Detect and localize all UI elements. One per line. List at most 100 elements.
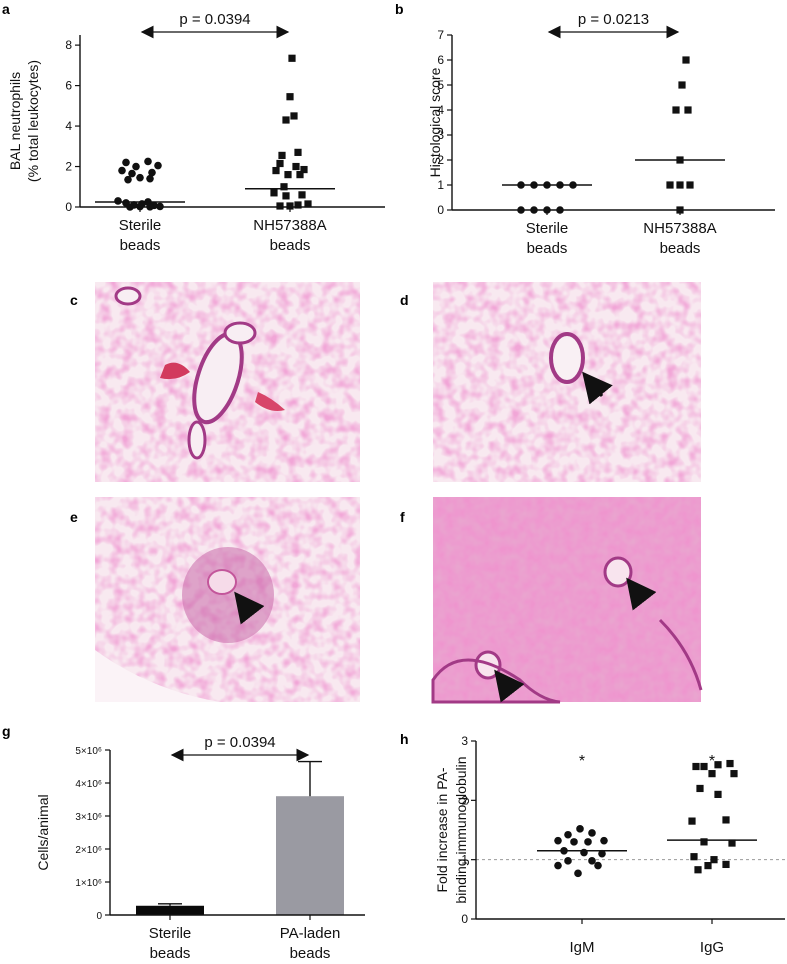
arrow-icon (582, 371, 613, 405)
data-point (672, 106, 680, 114)
data-point (714, 761, 722, 769)
bar (136, 905, 204, 915)
x-category-label: Sterile (526, 220, 569, 237)
data-point (290, 112, 298, 120)
micrograph-f (431, 497, 703, 704)
data-point (136, 202, 144, 211)
data-point (276, 159, 284, 168)
y-axis-label: BAL neutrophils (7, 72, 23, 170)
data-point (304, 200, 312, 208)
y-axis-label: Fold increase in PA- (434, 767, 450, 892)
data-point (576, 825, 584, 833)
data-point (286, 93, 294, 101)
panel-label-h: h (400, 731, 409, 747)
x-category-label: beads (270, 237, 311, 254)
y-tick-label: 3 (461, 734, 468, 748)
data-point (114, 197, 122, 205)
data-point (728, 839, 736, 847)
y-tick-label: 5×10⁶ (75, 746, 102, 757)
data-point (530, 206, 538, 214)
data-point (298, 191, 306, 199)
data-point (726, 759, 734, 768)
y-tick-label: 0 (65, 200, 72, 214)
data-point (710, 856, 718, 864)
chart-a-neutrophils: BAL neutrophils (% total leukocytes) 0 2 4 6 8… (7, 11, 385, 254)
y-tick-label: 4 (65, 119, 72, 133)
panel-label-d: d (400, 292, 409, 308)
data-point (588, 857, 596, 865)
y-tick-label: 5 (437, 78, 444, 92)
x-category-label: beads (120, 237, 161, 254)
data-point (128, 169, 136, 178)
x-category-label: Sterile (149, 925, 192, 942)
data-point (270, 189, 278, 197)
data-point (554, 861, 562, 870)
y-tick-label: 0 (96, 911, 102, 922)
x-category-label: NH57388A (643, 220, 716, 237)
y-tick-label: 1×10⁶ (75, 878, 102, 889)
arrow-icon (494, 669, 525, 703)
data-point (678, 81, 686, 89)
data-point (564, 830, 572, 839)
data-point (600, 836, 608, 845)
data-point (588, 829, 596, 837)
data-point (594, 861, 602, 870)
micrograph-e (95, 497, 360, 702)
x-category-label: IgG (700, 939, 724, 956)
data-point (132, 162, 140, 171)
data-point (288, 54, 296, 62)
data-point (146, 202, 154, 211)
y-axis-label: binding immunoglobulin (453, 756, 469, 903)
x-category-label: beads (150, 945, 191, 962)
panel-label-g: g (2, 723, 11, 739)
data-point (722, 860, 730, 869)
data-point (286, 202, 294, 210)
data-point (676, 206, 684, 214)
y-tick-label: 0 (461, 912, 468, 926)
data-point (690, 853, 698, 861)
data-point (730, 770, 738, 778)
data-point (682, 56, 690, 64)
y-tick-label: 4×10⁶ (75, 779, 102, 790)
data-point (517, 206, 525, 214)
data-point (554, 836, 562, 845)
data-point (122, 158, 130, 167)
y-tick-label: 2 (65, 160, 72, 174)
x-category-label: beads (290, 945, 331, 962)
arrow-icon (626, 577, 657, 611)
p-value-label: p = 0.0394 (179, 11, 250, 28)
data-point (714, 790, 722, 798)
data-point (282, 192, 290, 200)
data-point (146, 174, 154, 183)
data-point (294, 148, 302, 156)
y-tick-label: 0 (437, 203, 444, 217)
data-point (694, 866, 702, 874)
data-point (148, 168, 156, 177)
panel-label-f: f (400, 509, 405, 525)
significance-star: * (709, 753, 715, 770)
y-tick-label: 2 (461, 793, 468, 807)
data-point (292, 162, 300, 171)
x-category-label: Sterile (119, 217, 162, 234)
data-point (144, 157, 152, 166)
y-axis-label: (% total leukocytes) (25, 60, 41, 182)
x-category-label: IgM (569, 939, 594, 956)
data-point (126, 203, 134, 211)
data-point (580, 848, 588, 857)
data-point (722, 816, 730, 824)
data-point (124, 175, 132, 184)
data-point (118, 166, 126, 175)
data-point (666, 181, 674, 189)
data-point (692, 762, 700, 771)
y-axis-label: Cells/animal (35, 794, 51, 870)
data-point (556, 206, 564, 214)
chart-g-cells-per-animal: Cells/animal 0 1×10⁶ 2×10⁶ 3×10⁶ 4×10⁶ 5×10⁶ St… (35, 734, 365, 962)
data-point (154, 161, 162, 170)
panel-label-a: a (2, 1, 10, 17)
data-point (584, 838, 592, 846)
data-point (294, 201, 302, 209)
p-value-label: p = 0.0394 (204, 734, 275, 751)
y-tick-label: 1 (437, 178, 444, 192)
p-value-label: p = 0.0213 (578, 11, 649, 28)
